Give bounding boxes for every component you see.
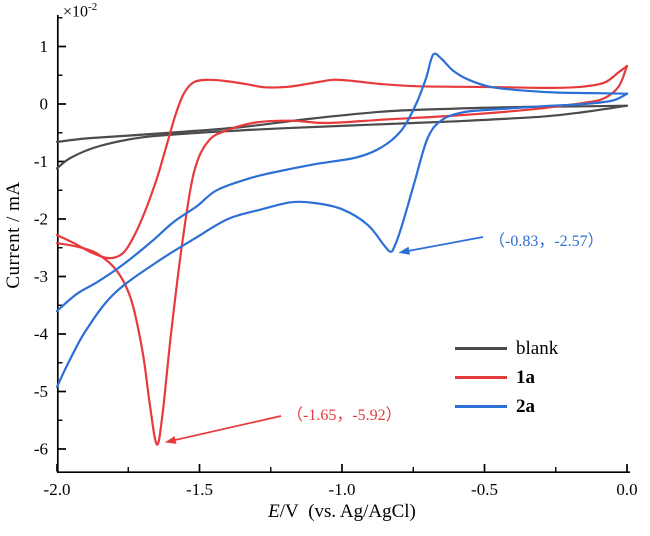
curve-1a-forward: [55, 64, 629, 446]
y-tick-label: 1: [40, 37, 49, 56]
x-tick-label: -1.0: [329, 480, 356, 499]
legend-item-1a: 1a: [455, 363, 558, 392]
annotation-arrow-line: [405, 236, 484, 253]
y-tick-label: -1: [34, 152, 48, 171]
legend-label-1a: 1a: [516, 367, 535, 388]
x-tick-label: 0.0: [616, 480, 637, 499]
legend-label-2a: 2a: [516, 396, 535, 417]
x-axis-unit: /V (vs. Ag/AgCl): [279, 501, 416, 522]
x-axis-symbol: E: [268, 501, 280, 522]
x-tick-label: -2.0: [44, 480, 71, 499]
y-axis-scale-note: ×10-2: [63, 1, 97, 21]
x-tick-label: -0.5: [471, 480, 498, 499]
legend-label-blank: blank: [516, 338, 559, 359]
legend-line-blank: [455, 347, 507, 350]
scale-exponent: -2: [88, 1, 98, 13]
y-tick-label: -2: [34, 210, 48, 229]
legend-item-2a: 2a: [455, 392, 558, 421]
curve-blank-forward: [55, 104, 629, 170]
annotation-arrow-head: [398, 246, 410, 255]
y-tick-label: -6: [34, 440, 48, 459]
y-tick-label: -4: [34, 325, 49, 344]
legend-item-blank: blank: [455, 334, 558, 363]
curve-2a-return: [55, 52, 629, 313]
annotation-arrow-head: [164, 436, 177, 444]
curve-1a-return: [55, 64, 629, 260]
x-tick-label: -1.5: [186, 480, 213, 499]
x-axis-title: E/V (vs. Ag/AgCl): [268, 501, 416, 523]
y-tick-label: -3: [34, 267, 48, 286]
scale-prefix: ×10: [63, 3, 89, 21]
curve-2a-forward: [55, 92, 629, 388]
y-tick-label: -5: [34, 382, 48, 401]
y-axis-title: Current / mA: [3, 181, 24, 289]
annotation-peak-1a: （-1.65，-5.92）: [287, 407, 402, 424]
annotation-arrow-line: [171, 415, 282, 442]
legend: blank 1a 2a: [455, 334, 558, 421]
annotation-peak-2a: （-0.83，-2.57）: [489, 233, 604, 250]
legend-line-2a: [455, 405, 507, 408]
legend-line-1a: [455, 376, 507, 379]
y-tick-label: 0: [40, 95, 49, 114]
